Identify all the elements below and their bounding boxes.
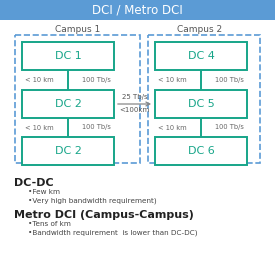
Text: DC 5: DC 5: [188, 99, 214, 109]
Text: Metro DCI (Campus-Campus): Metro DCI (Campus-Campus): [14, 210, 194, 220]
Bar: [22, 90, 114, 118]
Text: 25 Tb/s: 25 Tb/s: [122, 94, 147, 100]
Text: DC 4: DC 4: [188, 51, 214, 61]
Text: < 10 km: < 10 km: [25, 77, 54, 83]
Text: DC 2: DC 2: [54, 99, 81, 109]
Text: DCI / Metro DCI: DCI / Metro DCI: [92, 4, 183, 16]
Text: DC-DC: DC-DC: [14, 178, 54, 188]
Text: Campus 2: Campus 2: [177, 26, 222, 34]
Text: DC 2: DC 2: [54, 146, 81, 156]
Text: •Few km: •Few km: [28, 189, 60, 195]
Text: < 10 km: < 10 km: [25, 125, 54, 131]
Bar: [15, 35, 140, 163]
Text: Campus 1: Campus 1: [55, 26, 101, 34]
Text: •Bandwidth requirement  is lower than DC-DC): •Bandwidth requirement is lower than DC-…: [28, 230, 197, 236]
Bar: [22, 42, 114, 70]
Text: 100 Tb/s: 100 Tb/s: [215, 125, 244, 131]
Bar: [155, 90, 247, 118]
Text: 100 Tb/s: 100 Tb/s: [215, 77, 244, 83]
Bar: [148, 35, 260, 163]
Bar: [155, 137, 247, 165]
Bar: [22, 137, 114, 165]
Text: 100 Tb/s: 100 Tb/s: [82, 125, 111, 131]
Text: < 10 km: < 10 km: [158, 125, 187, 131]
Text: 100 Tb/s: 100 Tb/s: [82, 77, 111, 83]
Text: •Tens of km: •Tens of km: [28, 221, 71, 227]
Text: •Very high bandwidth requirement): •Very high bandwidth requirement): [28, 198, 157, 205]
Text: DC 6: DC 6: [188, 146, 214, 156]
Bar: [155, 42, 247, 70]
Text: <100km: <100km: [119, 107, 150, 113]
Text: DC 1: DC 1: [55, 51, 81, 61]
Bar: [0, 0, 275, 20]
Text: < 10 km: < 10 km: [158, 77, 187, 83]
